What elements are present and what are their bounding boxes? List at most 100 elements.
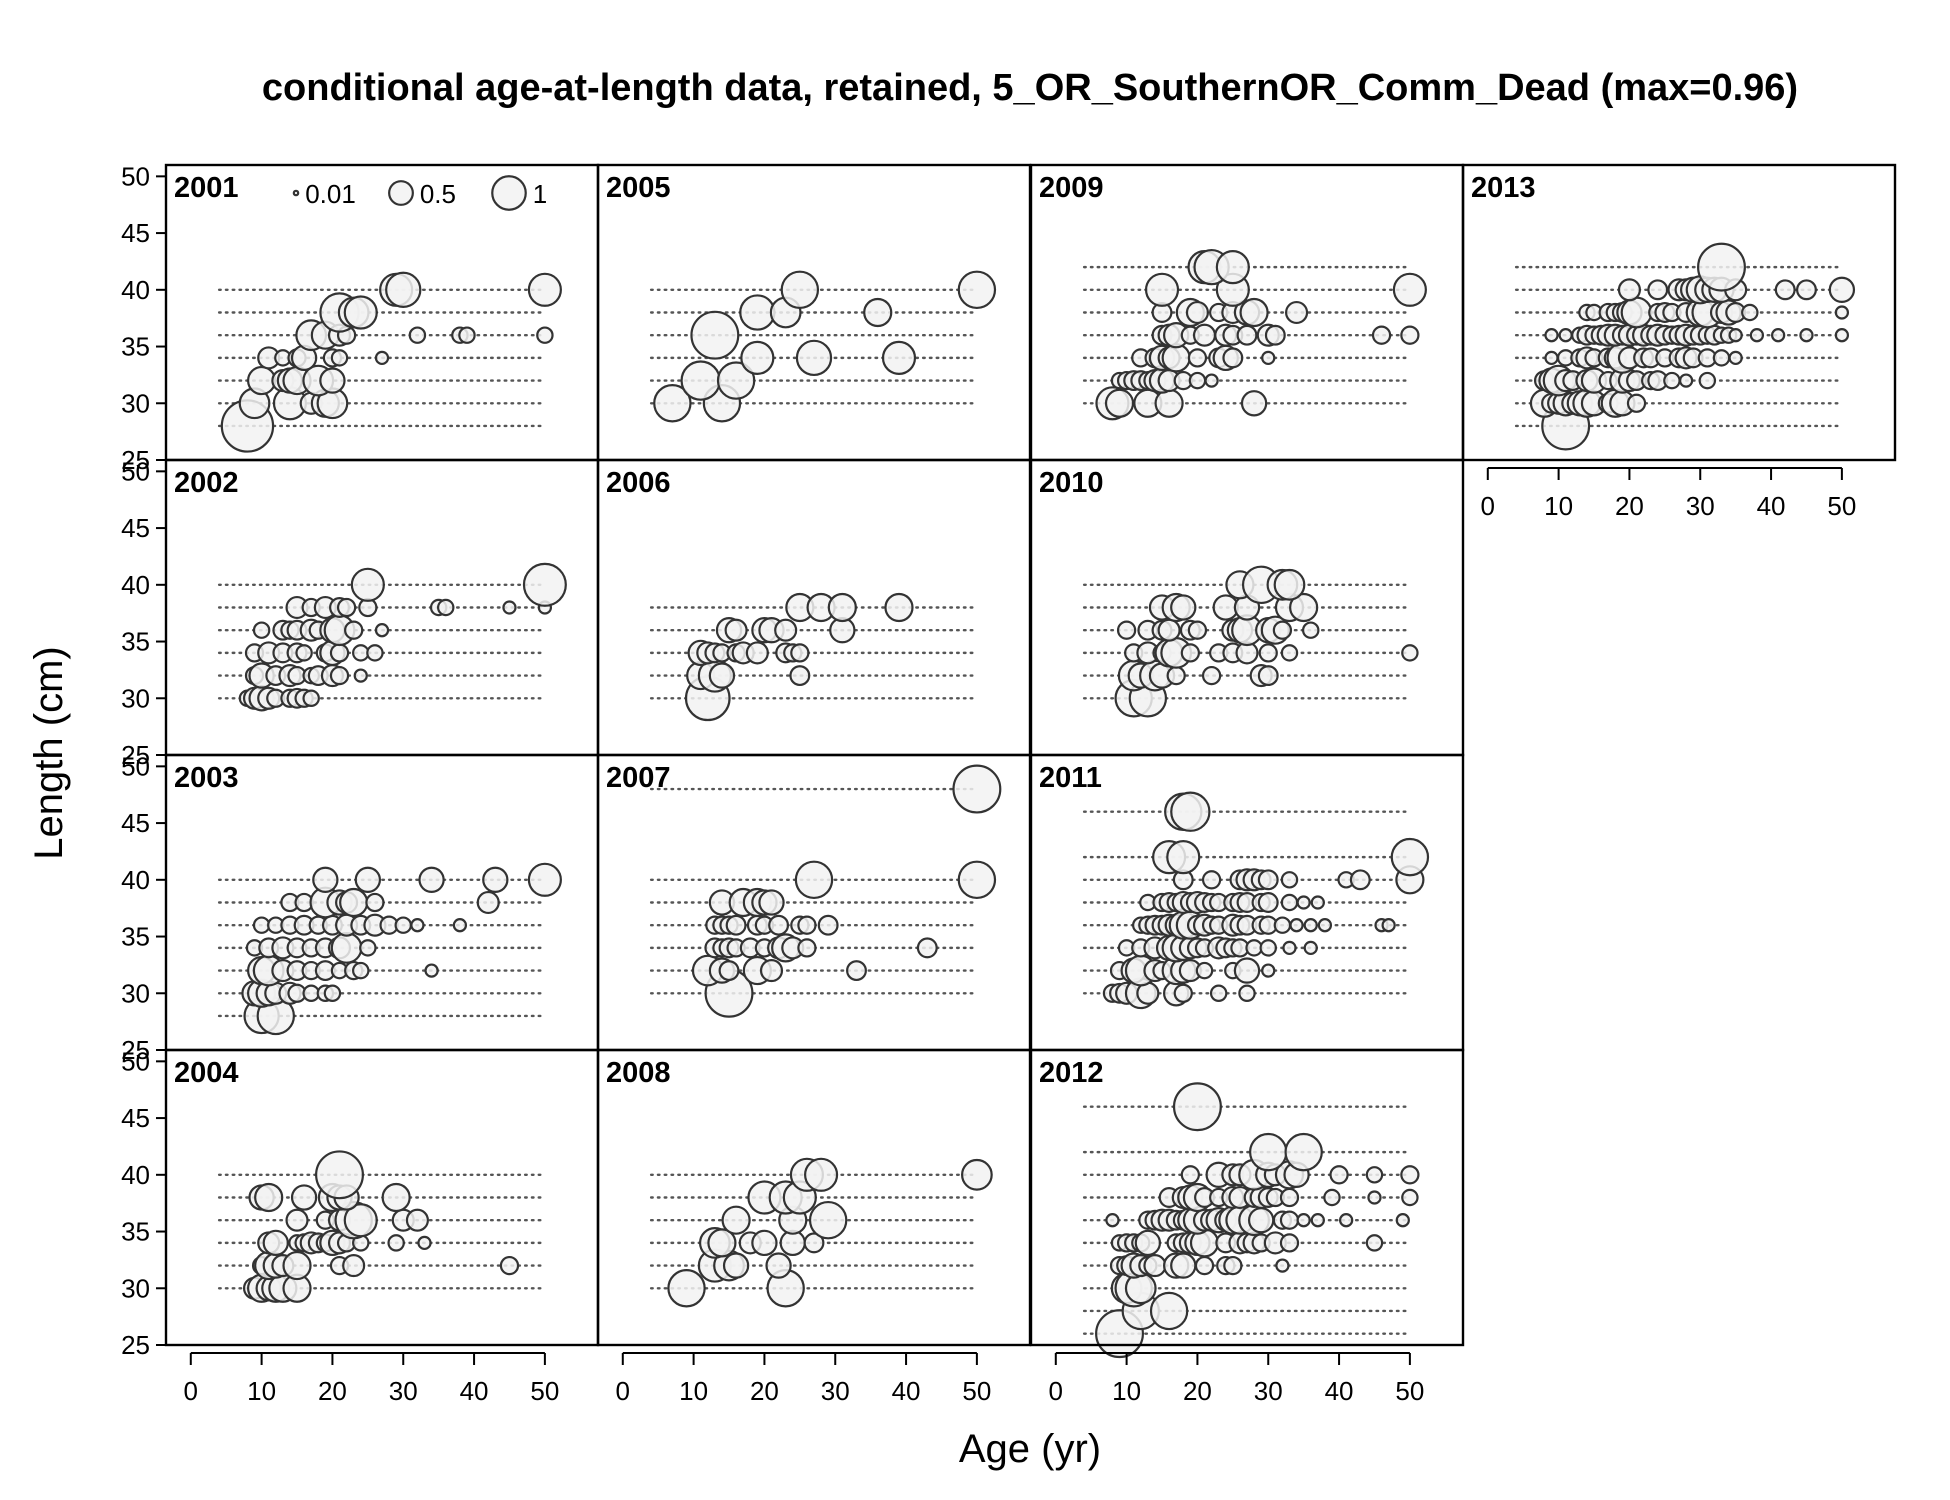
data-point xyxy=(1105,1213,1120,1228)
legend-label: 0.01 xyxy=(305,179,356,209)
x-tick-label: 20 xyxy=(750,1376,779,1406)
data-point xyxy=(1796,279,1817,301)
data-point xyxy=(374,350,390,366)
legend-symbol xyxy=(292,189,300,197)
data-point xyxy=(797,915,817,935)
x-tick-label: 40 xyxy=(1757,491,1786,521)
panel-year-label: 2006 xyxy=(606,467,671,499)
data-point xyxy=(365,892,385,913)
data-point xyxy=(884,592,914,623)
y-tick-label: 40 xyxy=(121,275,150,305)
data-point xyxy=(1275,1258,1290,1273)
data-point xyxy=(1249,1132,1288,1172)
data-point xyxy=(1258,643,1278,663)
data-point xyxy=(290,1184,318,1211)
y-tick-label: 30 xyxy=(121,683,150,713)
data-point xyxy=(1180,1165,1200,1185)
panel-year-label: 2007 xyxy=(606,762,671,794)
data-point xyxy=(795,339,833,377)
data-point xyxy=(1257,892,1279,913)
data-point xyxy=(1712,349,1731,367)
data-point xyxy=(359,939,377,957)
data-point xyxy=(863,297,893,328)
panel-2012: 2012 0 10 20 30 40 50 xyxy=(1029,1048,1465,1406)
data-point xyxy=(424,963,439,978)
data-point xyxy=(522,562,567,607)
panel-2008: 2008 0 10 20 30 40 50 xyxy=(596,1048,1032,1406)
data-point xyxy=(302,984,320,1003)
data-point xyxy=(722,1252,750,1279)
data-point xyxy=(1187,348,1208,368)
y-tick-label: 35 xyxy=(121,922,150,952)
data-point xyxy=(960,1158,993,1191)
data-point xyxy=(808,1200,848,1240)
data-point xyxy=(1261,350,1276,366)
data-point xyxy=(1828,276,1856,303)
y-tick-label: 45 xyxy=(121,1103,150,1133)
data-point xyxy=(765,1252,792,1279)
data-point xyxy=(881,340,917,375)
data-point xyxy=(381,1182,411,1213)
x-tick-label: 50 xyxy=(1395,1376,1424,1406)
panel-2003: 2003 25 30 35 40 45 50 xyxy=(121,751,600,1065)
data-point xyxy=(1279,1210,1300,1230)
y-tick-label: 40 xyxy=(121,570,150,600)
panel-year-label: 2011 xyxy=(1039,762,1102,794)
data-point xyxy=(499,1255,520,1276)
data-point xyxy=(452,918,468,933)
x-axis: 0 10 20 30 40 50 xyxy=(1481,467,1856,521)
data-point xyxy=(295,644,313,662)
x-tick-label: 30 xyxy=(389,1376,418,1406)
data-point xyxy=(751,1229,778,1257)
data-point xyxy=(794,860,834,900)
x-tick-label: 20 xyxy=(1615,491,1644,521)
data-point xyxy=(262,1229,289,1257)
x-tick-label: 20 xyxy=(318,1376,347,1406)
y-axis: 25 30 35 40 45 50 xyxy=(121,751,167,1065)
data-point xyxy=(527,272,562,307)
data-point xyxy=(1161,343,1191,373)
panel-2010: 2010 xyxy=(1029,458,1465,757)
data-point xyxy=(1144,272,1180,307)
data-point xyxy=(789,665,811,687)
data-point xyxy=(690,310,740,360)
data-point xyxy=(1400,325,1420,345)
data-point xyxy=(405,1208,429,1232)
x-tick-label: 10 xyxy=(679,1376,708,1406)
data-point xyxy=(374,623,390,638)
data-point xyxy=(1310,1213,1325,1228)
data-point xyxy=(1264,324,1286,346)
y-tick-label: 50 xyxy=(121,1046,150,1076)
data-point xyxy=(758,889,785,916)
data-point xyxy=(285,1208,309,1232)
data-point xyxy=(1771,328,1786,343)
data-point xyxy=(1149,1291,1189,1331)
data-point xyxy=(312,866,339,893)
data-point xyxy=(330,931,363,964)
data-point xyxy=(329,643,350,663)
panel-2002: 2002 25 30 35 40 45 50 xyxy=(121,456,600,770)
data-point xyxy=(1329,1165,1349,1185)
y-tick-label: 25 xyxy=(121,1330,150,1360)
data-point xyxy=(718,960,740,982)
y-tick-label: 30 xyxy=(121,978,150,1008)
data-point xyxy=(1620,296,1653,329)
panel-year-label: 2001 xyxy=(174,172,239,204)
data-point xyxy=(680,360,721,401)
data-point xyxy=(1302,621,1320,639)
y-axis-title: Length (cm) xyxy=(27,646,71,859)
y-tick-label: 40 xyxy=(121,865,150,895)
data-point xyxy=(725,914,747,936)
data-point xyxy=(1626,393,1647,413)
y-tick-label: 45 xyxy=(121,218,150,248)
data-point xyxy=(366,644,384,662)
x-tick-label: 40 xyxy=(460,1376,489,1406)
data-point xyxy=(1261,963,1276,978)
data-point xyxy=(1310,895,1325,910)
data-point xyxy=(740,340,775,375)
data-point xyxy=(827,592,857,623)
data-point xyxy=(1180,643,1200,663)
data-point xyxy=(745,641,769,665)
data-point xyxy=(1401,1188,1419,1207)
